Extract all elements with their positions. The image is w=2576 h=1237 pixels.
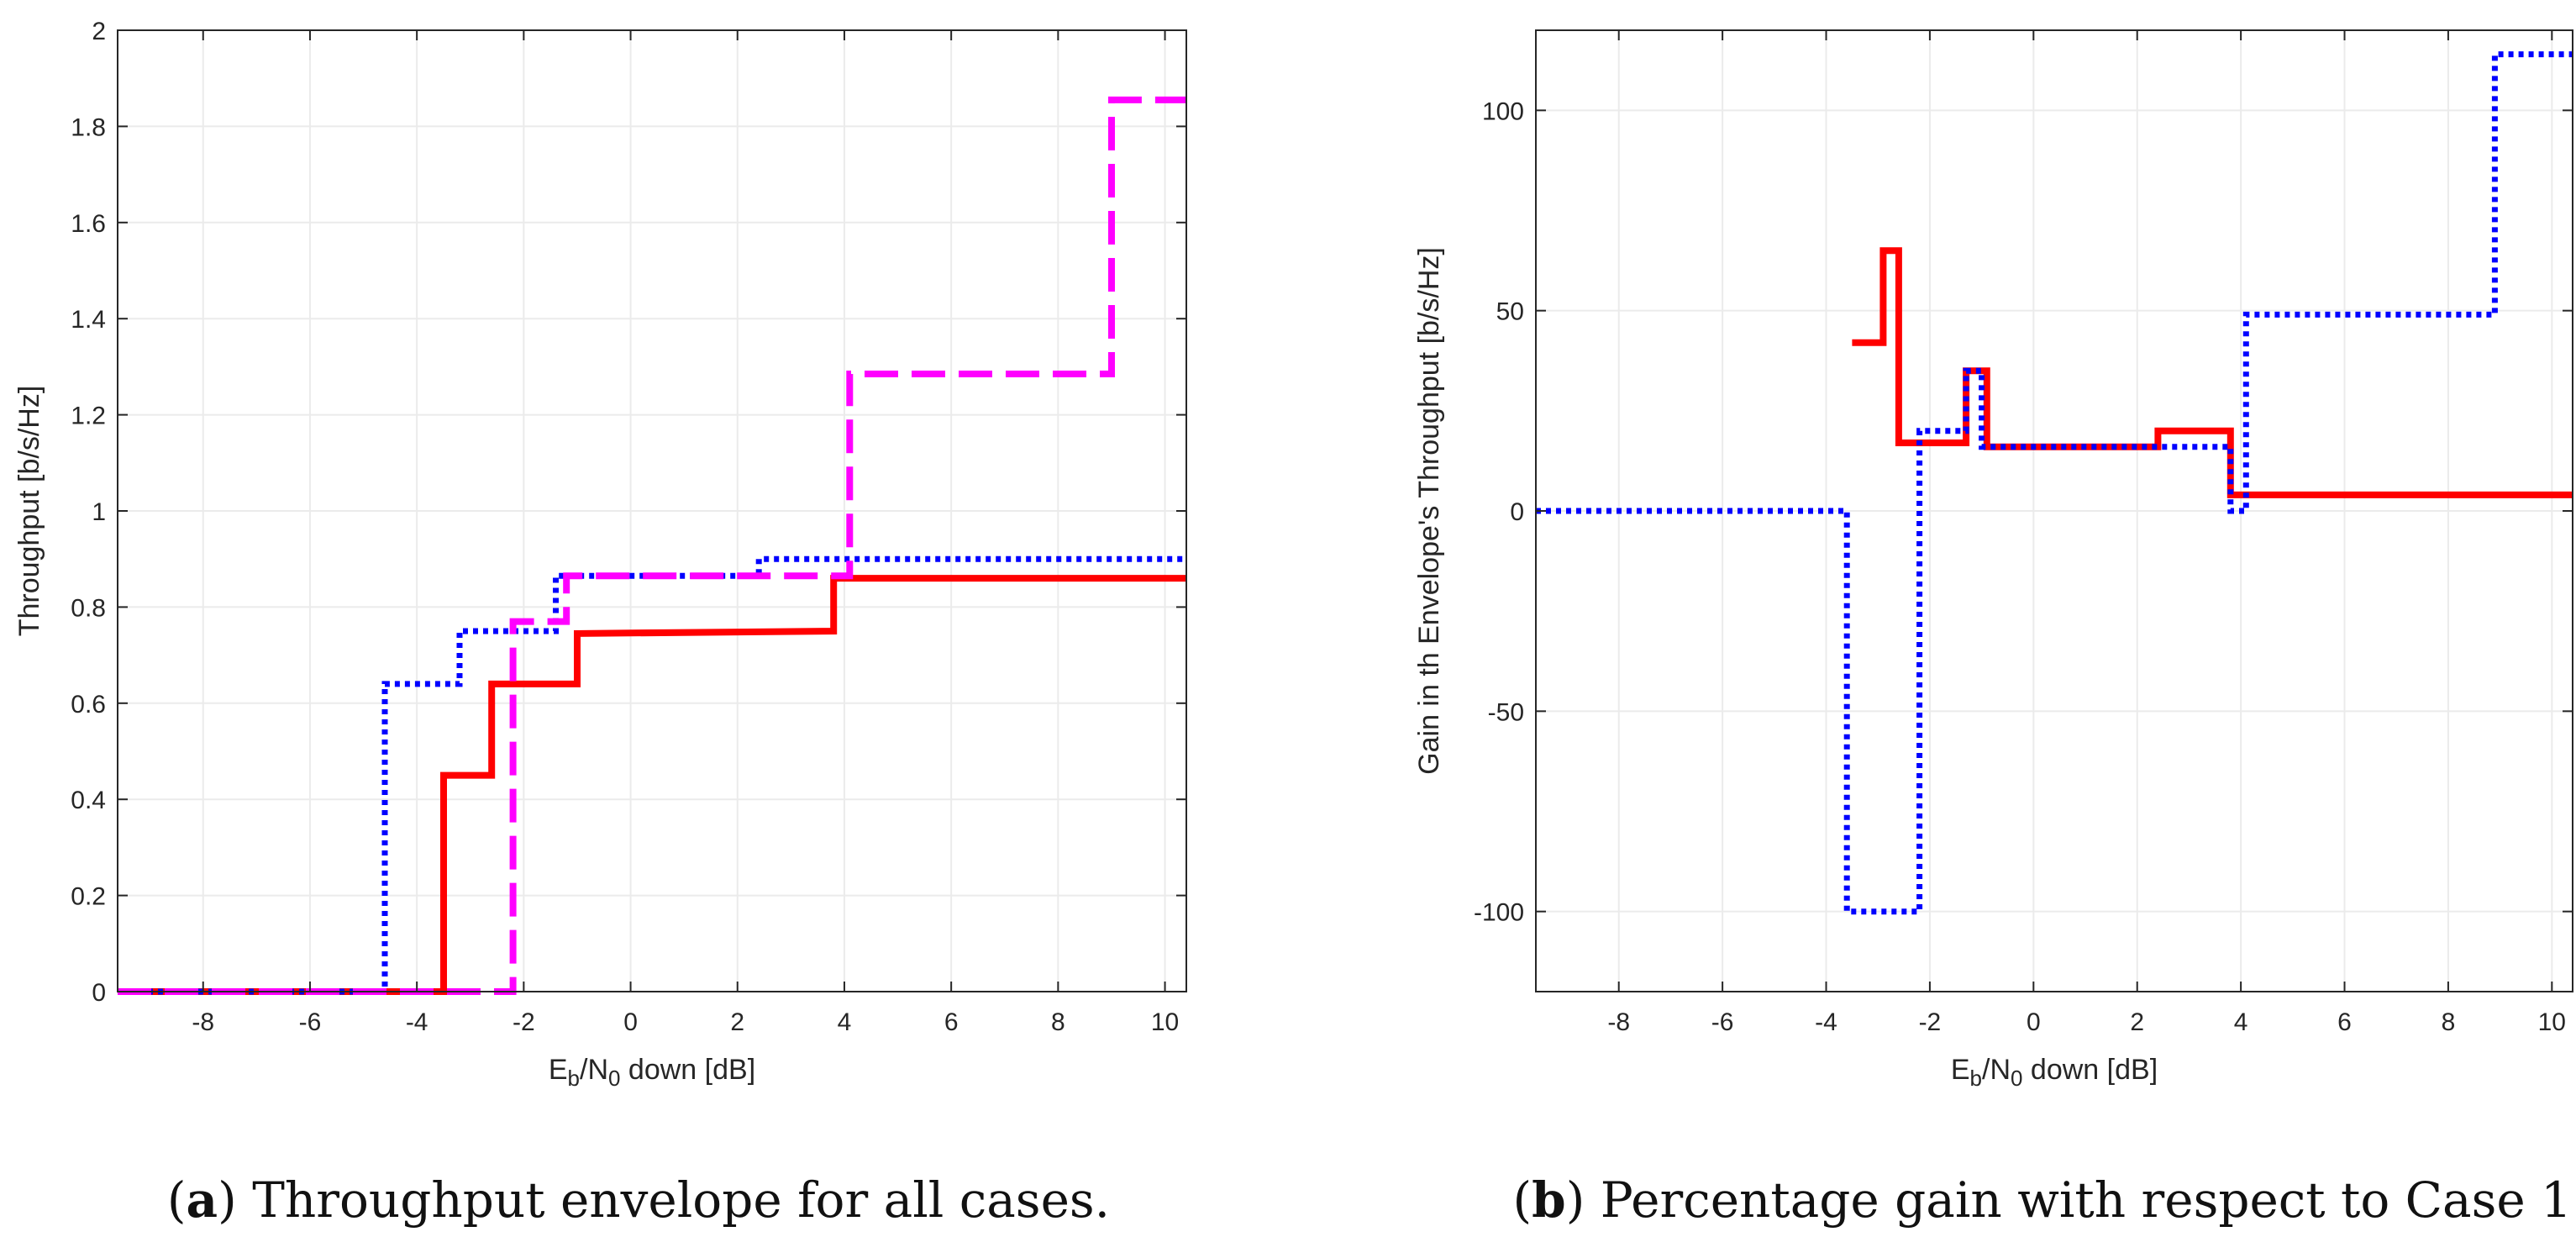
x-tick-label: 10: [2538, 1008, 2566, 1036]
x-tick-label: 0: [2027, 1008, 2041, 1036]
grid-a: [118, 29, 1186, 992]
x-tick-label: 4: [838, 1008, 852, 1036]
caption-a: (a) Throughput envelope for all cases.: [167, 1171, 1110, 1229]
y-tick-label: 100: [1482, 97, 1524, 125]
y-tick-label: 1.4: [71, 306, 106, 334]
caption-b: (b) Percentage gain with respect to Case…: [1512, 1171, 2576, 1229]
x-tick-label: -6: [1711, 1008, 1734, 1036]
x-tick-label: 6: [2337, 1008, 2352, 1036]
y-tick-label: 0.8: [71, 594, 106, 622]
y-axis-label-b: Gain in th Envelope's Throughput [b/s/Hz…: [1413, 247, 1445, 775]
y-tick-label: -100: [1474, 899, 1524, 927]
x-tick-label: -4: [1815, 1008, 1837, 1036]
x-tick-label: 4: [2234, 1008, 2248, 1036]
y-tick-label: 0.2: [71, 883, 106, 911]
series-line-red-solid: [1852, 247, 2573, 498]
y-axis-label-a: Throughput [b/s/Hz]: [13, 386, 45, 637]
series-line-red-solid: [118, 575, 1186, 995]
series-a: [118, 96, 1186, 995]
y-tick-label: 0.6: [71, 691, 106, 719]
series-b: [1536, 51, 2573, 915]
y-tick-label: -50: [1488, 698, 1524, 726]
y-tick-label: 2: [92, 18, 106, 45]
ticks-b: -8 -6 -4 -2 0 2 4 6 8 10 -100 -50 0 50 100: [1474, 30, 2573, 1036]
y-tick-label: 1.6: [71, 210, 106, 238]
series-line-blue-dotted: [1536, 51, 2573, 915]
x-tick-label: -4: [406, 1008, 428, 1036]
y-tick-label: 1: [92, 498, 106, 526]
x-tick-label: 10: [1151, 1008, 1179, 1036]
x-axis-label-b: Eb/N0 down [dB]: [1951, 1054, 2158, 1091]
y-tick-label: 0: [1510, 498, 1524, 526]
y-tick-label: 50: [1496, 298, 1524, 326]
x-tick-label: 2: [2130, 1008, 2144, 1036]
y-tick-label: 1.8: [71, 113, 106, 141]
y-tick-label: 1.2: [71, 403, 106, 430]
x-tick-label: 2: [730, 1008, 744, 1036]
x-tick-label: -8: [1607, 1008, 1630, 1036]
y-tick-label: 0: [92, 979, 106, 1007]
x-tick-label: 8: [1051, 1008, 1065, 1036]
series-line-blue-dotted: [118, 555, 1186, 995]
chart-panel-b: -8 -6 -4 -2 0 2 4 6 8 10 -100 -50 0 50 100 Eb/N0 down …: [1413, 29, 2576, 1229]
chart-panel-a: -8 -6 -4 -2 0 2 4 6 8 10 0 0.2 0.4 0.6 0.8 1 1.2 1.4 1.6 1.…: [13, 18, 1187, 1229]
ticks-a: -8 -6 -4 -2 0 2 4 6 8 10 0 0.2 0.4 0.6 0.8 1 1.2 1.4 1.6 1.…: [71, 18, 1186, 1036]
x-tick-label: 0: [623, 1008, 638, 1036]
x-tick-label: 8: [2442, 1008, 2456, 1036]
x-tick-label: -2: [513, 1008, 535, 1036]
y-tick-label: 0.4: [71, 787, 106, 814]
series-line-magenta-dashed: [118, 96, 1186, 995]
x-tick-label: 6: [944, 1008, 959, 1036]
x-tick-label: -6: [299, 1008, 322, 1036]
x-tick-label: -2: [1919, 1008, 1942, 1036]
x-axis-label-a: Eb/N0 down [dB]: [549, 1054, 755, 1091]
x-tick-label: -8: [192, 1008, 214, 1036]
